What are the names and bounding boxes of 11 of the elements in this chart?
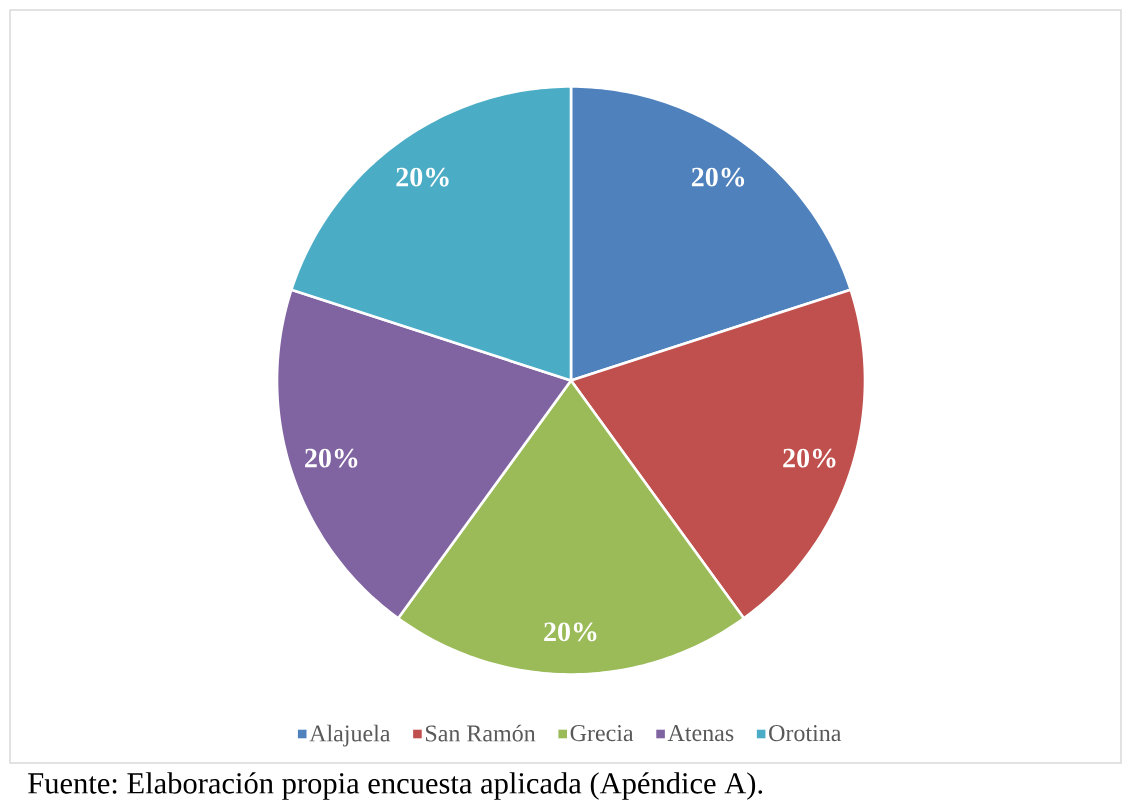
source-note: Fuente: Elaboración propia encuesta aplicada (Apéndice A). <box>28 772 763 800</box>
legend-label: Atenas <box>667 725 734 742</box>
data-label: 20% <box>783 448 836 468</box>
legend-label: Alajuela <box>309 724 391 747</box>
legend-label: Orotina <box>769 725 842 742</box>
data-label: 20% <box>396 167 449 187</box>
legend-label: Grecia <box>570 725 634 742</box>
legend-label: San Ramón <box>426 724 536 742</box>
data-label: 20% <box>691 167 745 187</box>
data-label: 20% <box>544 622 597 642</box>
data-label: 20% <box>305 448 358 468</box>
